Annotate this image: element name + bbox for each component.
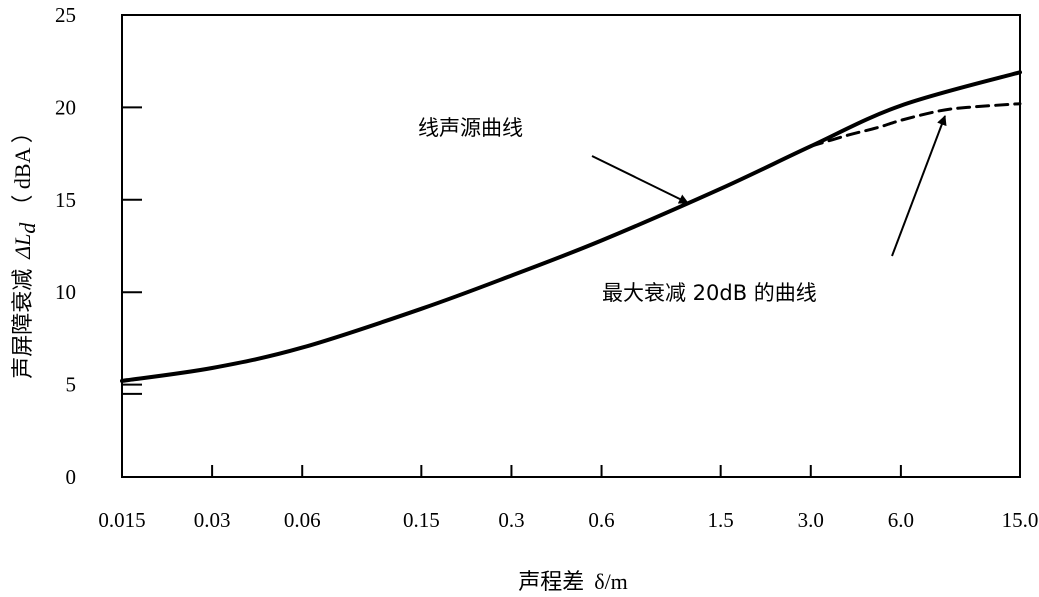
- x-axis-ticks: 0.015 0.03 0.06 0.15 0.3 0.6 1.5 3.0 6.0 15.0: [98, 465, 1038, 532]
- y-tick-label: 10: [55, 280, 76, 304]
- series-line-source-curve: [120, 70, 1022, 383]
- x-tick-label: 0.03: [194, 508, 231, 532]
- y-axis-label: 声屏障衰减 ΔLd （ dBA ）: [10, 121, 40, 379]
- x-tick-label: 0.015: [98, 508, 145, 532]
- y-axis-ticks: 0 5 10 15 20 25: [55, 3, 142, 489]
- x-tick-label: 0.06: [284, 508, 321, 532]
- x-tick-label: 0.6: [588, 508, 614, 532]
- x-tick-label: 6.0: [888, 508, 914, 532]
- plot-frame: [121, 14, 1021, 478]
- x-tick-label: 3.0: [798, 508, 824, 532]
- x-tick-label: 0.15: [403, 508, 440, 532]
- y-tick-label: 25: [55, 3, 76, 27]
- annotation-max-attenuation: 最大衰减 20dB 的曲线: [602, 281, 817, 305]
- arrow-max-attenuation: [891, 115, 947, 257]
- y-axis-label-text: 声屏障衰减: [11, 269, 36, 379]
- x-axis-label-symbol: δ/m: [594, 569, 628, 594]
- y-tick-label: 20: [55, 95, 76, 119]
- y-axis-label-unit: （ dBA ）: [10, 121, 35, 216]
- y-axis-label-symbol: ΔL: [10, 234, 35, 260]
- y-tick-label: 0: [66, 465, 77, 489]
- x-tick-label: 0.3: [498, 508, 524, 532]
- y-tick-label: 15: [55, 188, 76, 212]
- series-max-attenuation-curve: [809, 102, 1022, 148]
- series-layer: [120, 70, 1022, 383]
- x-tick-label: 1.5: [708, 508, 734, 532]
- x-axis-label: 声程差 δ/m: [518, 569, 628, 595]
- y-tick-label: 5: [66, 373, 77, 397]
- arrow-line-source: [591, 155, 689, 204]
- x-axis-label-text: 声程差: [518, 570, 584, 595]
- annotation-line-source: 线声源曲线: [418, 116, 523, 140]
- x-tick-label: 15.0: [1002, 508, 1039, 532]
- y-axis-label-subscript: d: [15, 222, 40, 234]
